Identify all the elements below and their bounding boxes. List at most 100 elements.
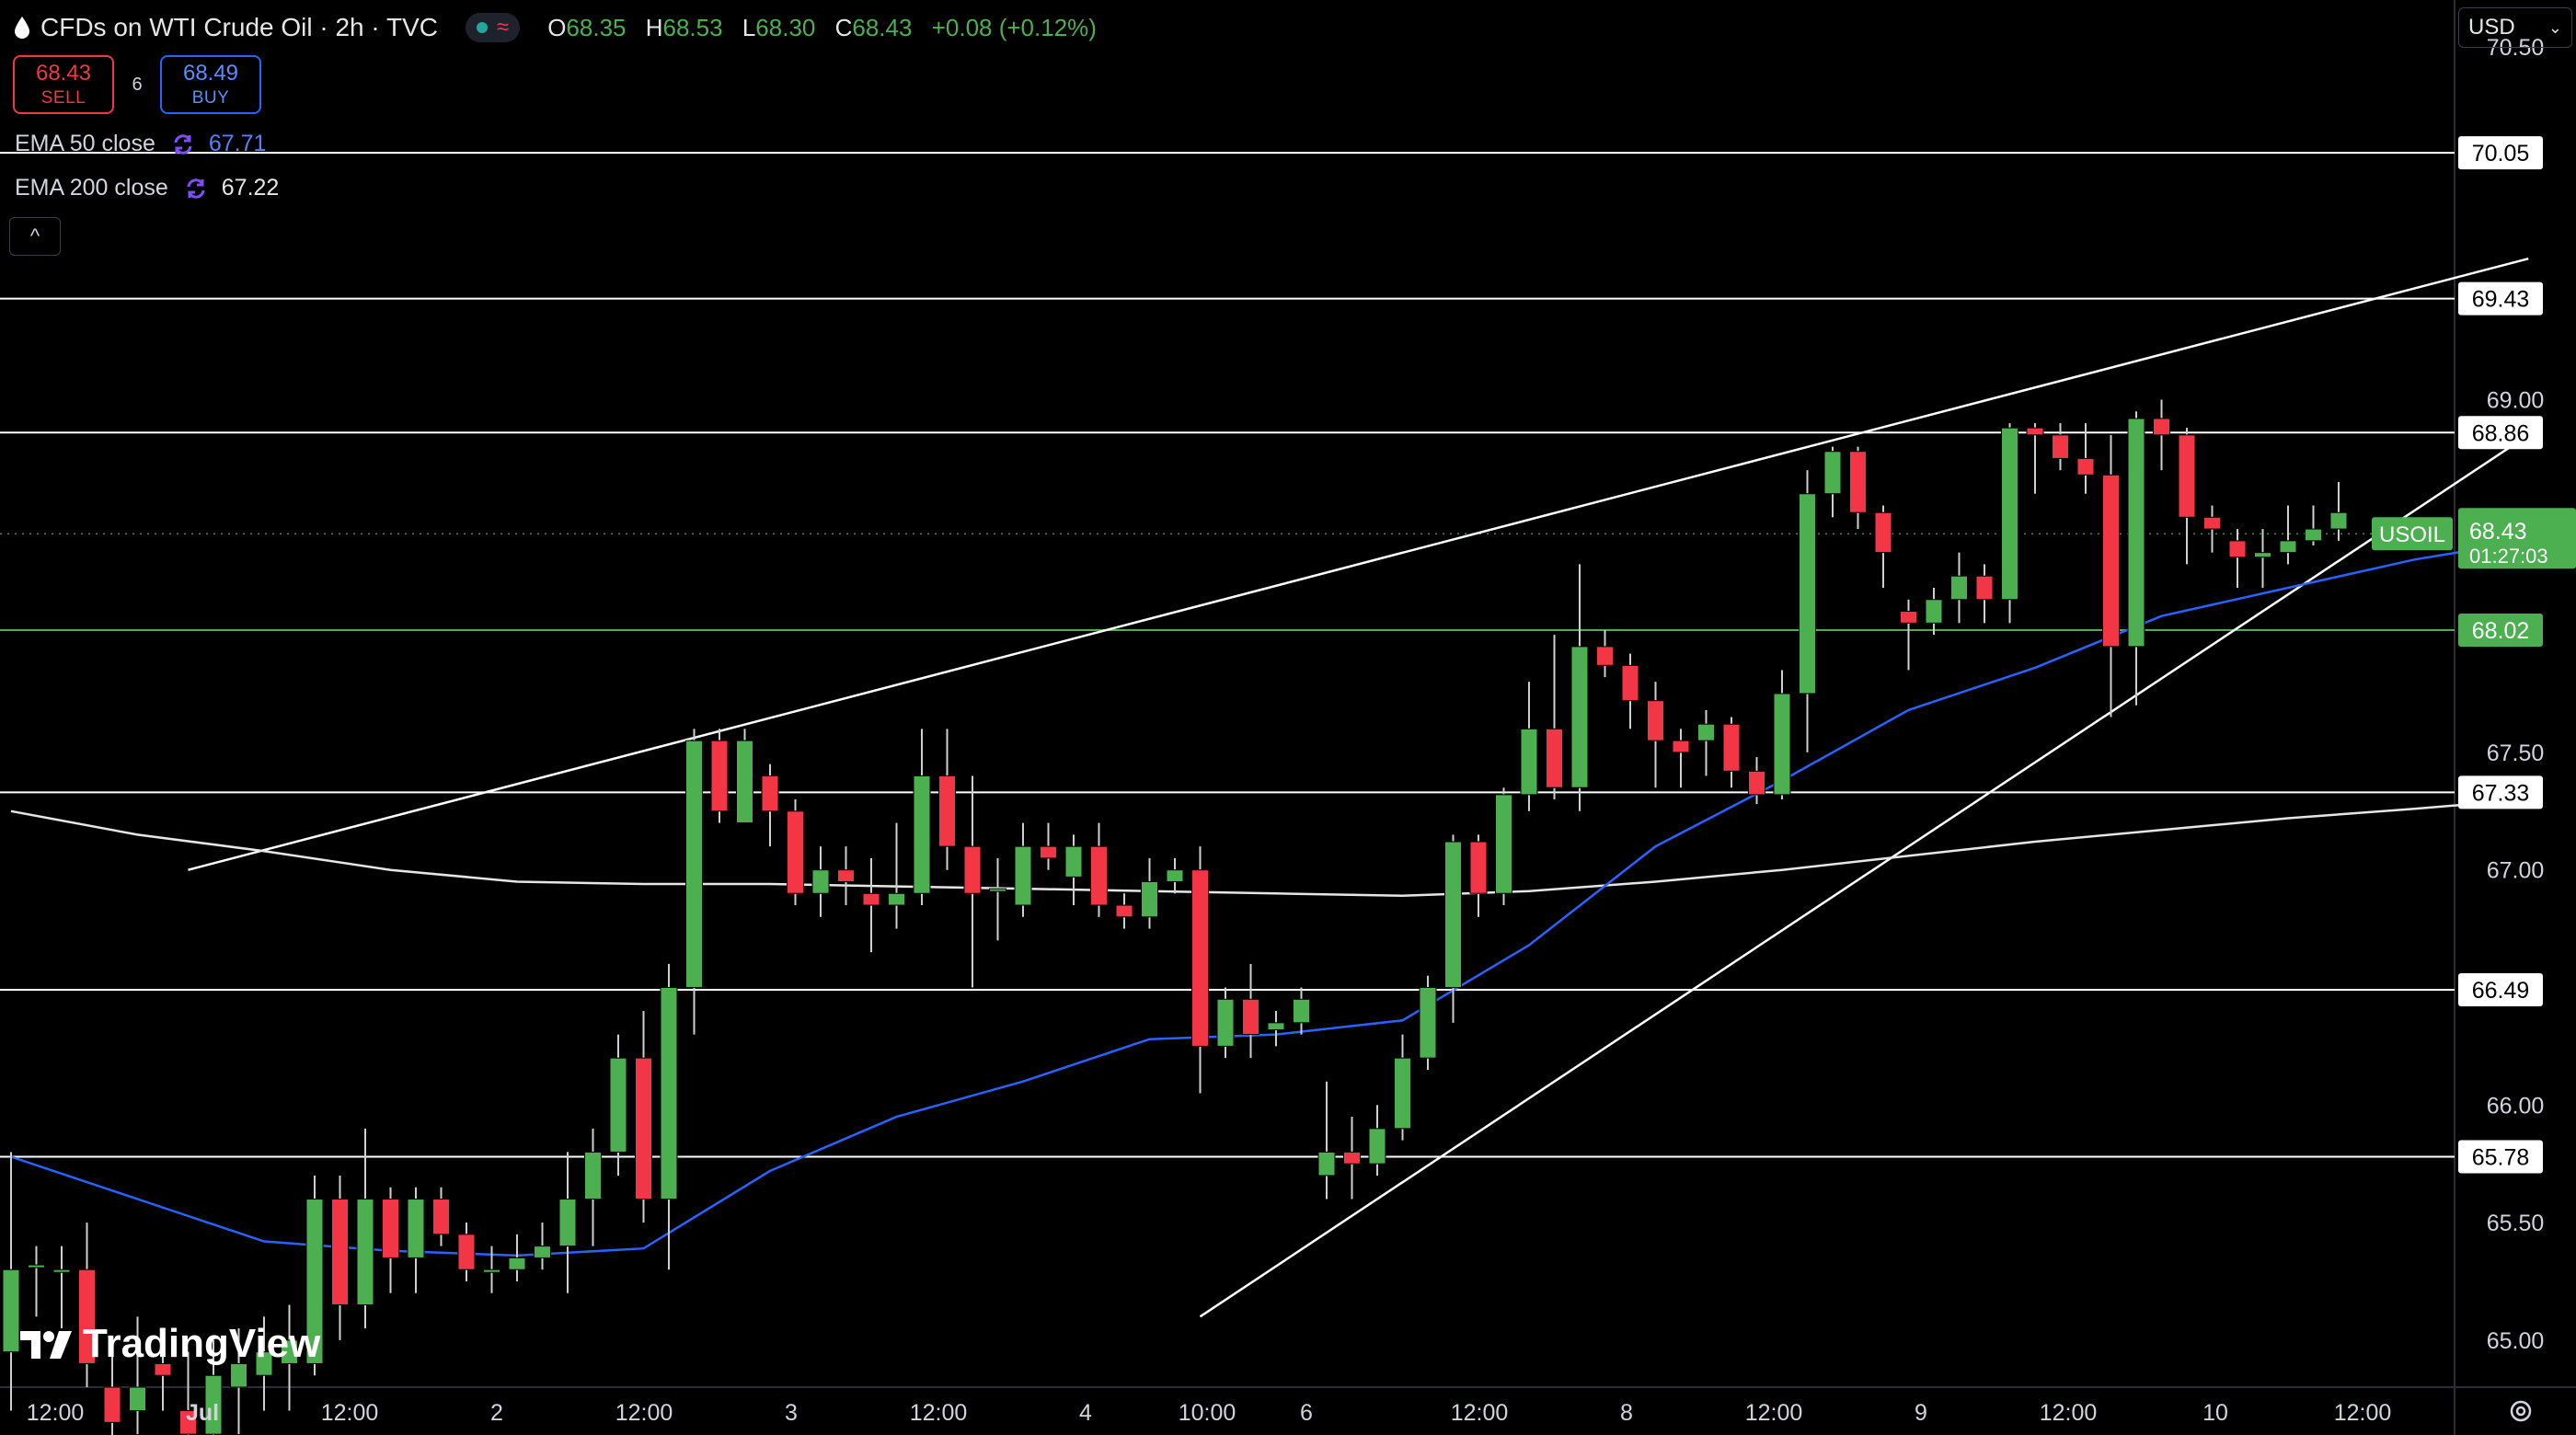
loading-cycle-icon xyxy=(174,133,192,155)
symbol-tag: USOIL xyxy=(2379,522,2445,547)
candle-body-43 xyxy=(1090,845,1108,906)
candle-body-76 xyxy=(1925,599,1943,624)
data-feed-icon: ≈ xyxy=(497,15,510,40)
x-tick-label-16: 12:00 xyxy=(2334,1400,2392,1426)
candle-body-33 xyxy=(837,869,855,882)
candle-body-52 xyxy=(1317,1151,1336,1177)
candle-body-49 xyxy=(1242,998,1259,1036)
level-tag-1: 69.43 xyxy=(2472,287,2530,313)
candle-body-35 xyxy=(888,892,905,906)
candle-body-53 xyxy=(1343,1151,1361,1165)
candle-body-40 xyxy=(1014,845,1032,906)
candle-body-9 xyxy=(230,1362,247,1388)
oil-drop-icon xyxy=(15,17,29,39)
candle-body-79 xyxy=(2001,427,2018,601)
market-status-pill[interactable]: ≈ xyxy=(466,13,521,42)
currency-select[interactable]: USD ⌄ xyxy=(2458,7,2572,48)
x-tick-label-0: 12:00 xyxy=(27,1400,85,1426)
trade-panel: 68.43 SELL 6 68.49 BUY xyxy=(13,55,261,114)
x-tick-label-14: 12:00 xyxy=(2040,1400,2098,1426)
symbol-header: CFDs on WTI Crude Oil · 2h · TVC ≈ O68.3… xyxy=(13,9,1097,46)
buy-price: 68.49 xyxy=(182,61,239,86)
candle-body-56 xyxy=(1419,986,1437,1059)
bar-countdown: 01:27:03 xyxy=(2469,545,2548,568)
candle-body-20 xyxy=(508,1257,526,1270)
candle-body-50 xyxy=(1267,1022,1285,1030)
candle-body-11 xyxy=(281,1339,298,1364)
candle-body-78 xyxy=(1975,575,1994,601)
y-tick-label-4: 66.00 xyxy=(2487,1093,2545,1119)
gear-icon[interactable] xyxy=(2506,1396,2536,1426)
spread-value: 6 xyxy=(132,74,143,95)
candle-body-7 xyxy=(179,1410,197,1435)
collapse-legend-button[interactable]: ^ xyxy=(9,217,61,256)
candle-body-54 xyxy=(1368,1128,1386,1165)
x-tick-label-9: 6 xyxy=(1300,1400,1313,1426)
trendline-1 xyxy=(1199,433,2529,1318)
y-tick-label-2: 67.50 xyxy=(2487,740,2545,766)
candle-body-88 xyxy=(2228,540,2247,558)
level-tag-bg-1 xyxy=(2458,281,2543,316)
candle-body-22 xyxy=(558,1199,577,1247)
candle-body-46 xyxy=(1166,869,1184,882)
y-tick-label-5: 65.50 xyxy=(2487,1211,2545,1236)
x-tick-label-10: 12:00 xyxy=(1451,1400,1509,1426)
candle-body-80 xyxy=(2026,427,2044,436)
y-tick-label-6: 65.00 xyxy=(2487,1328,2545,1354)
candle-body-3 xyxy=(78,1269,96,1364)
level-tag-bg-6 xyxy=(2458,1140,2543,1174)
level-tag-5: 66.49 xyxy=(2472,978,2530,1004)
last-price-tag-bg xyxy=(2458,508,2576,569)
level-tag-bg-2 xyxy=(2458,416,2543,450)
price-axis-bg xyxy=(2455,0,2576,1435)
candle-body-66 xyxy=(1672,740,1690,753)
level-tag-0: 70.05 xyxy=(2472,141,2530,166)
x-tick-label-7: 4 xyxy=(1079,1400,1092,1426)
sell-button[interactable]: 68.43 SELL xyxy=(13,55,114,114)
candle-body-67 xyxy=(1697,723,1715,741)
chevron-down-icon: ⌄ xyxy=(2547,17,2562,37)
buy-button[interactable]: 68.49 BUY xyxy=(160,55,261,114)
candle-body-85 xyxy=(2153,418,2170,436)
candle-body-14 xyxy=(356,1199,374,1306)
candle-body-38 xyxy=(963,845,982,894)
candle-body-26 xyxy=(660,986,678,1200)
x-tick-label-6: 12:00 xyxy=(910,1400,968,1426)
level-tag-4: 67.33 xyxy=(2472,780,2530,806)
symbol-title[interactable]: CFDs on WTI Crude Oil · 2h · TVC xyxy=(40,13,439,41)
candle-body-71 xyxy=(1799,493,1816,695)
candle-body-34 xyxy=(862,892,880,906)
candle-body-29 xyxy=(736,740,753,824)
x-tick-label-8: 10:00 xyxy=(1179,1400,1236,1426)
candle-body-83 xyxy=(2102,474,2120,648)
ema200-legend[interactable]: EMA 200 close 67.22 xyxy=(15,175,279,201)
candle-body-91 xyxy=(2305,528,2322,542)
level-tag-bg-0 xyxy=(2458,136,2543,170)
sell-price: 68.43 xyxy=(35,61,92,86)
ema50-line xyxy=(10,539,2529,1257)
candle-body-39 xyxy=(989,888,1006,892)
candle-body-47 xyxy=(1191,869,1209,1047)
ema50-legend[interactable]: EMA 50 close 67.71 xyxy=(15,131,266,157)
candle-body-87 xyxy=(2203,516,2221,530)
last-price-value: 68.43 xyxy=(2469,519,2527,545)
open-value: 68.35 xyxy=(566,13,627,41)
candle-body-45 xyxy=(1141,880,1158,918)
y-tick-label-3: 67.00 xyxy=(2487,858,2545,884)
candle-body-1 xyxy=(28,1264,45,1269)
x-tick-label-3: 2 xyxy=(490,1400,503,1426)
y-tick-label-0: 70.50 xyxy=(2487,35,2545,61)
candle-body-61 xyxy=(1546,728,1563,788)
candle-body-86 xyxy=(2178,434,2196,518)
ohlc-readout: O68.35 H68.53 L68.30 C68.43 +0.08 (+0.12… xyxy=(547,13,1097,41)
candle-body-57 xyxy=(1444,841,1462,988)
candle-body-81 xyxy=(2052,434,2069,459)
level-tag-6: 65.78 xyxy=(2472,1145,2530,1171)
candle-body-55 xyxy=(1394,1057,1411,1130)
level-tag-bg-5 xyxy=(2458,973,2543,1007)
symbol-tag-bg xyxy=(2372,517,2453,551)
ema200-label: EMA 200 close xyxy=(15,175,168,201)
candle-body-23 xyxy=(584,1151,602,1200)
candle-body-2 xyxy=(52,1269,71,1273)
